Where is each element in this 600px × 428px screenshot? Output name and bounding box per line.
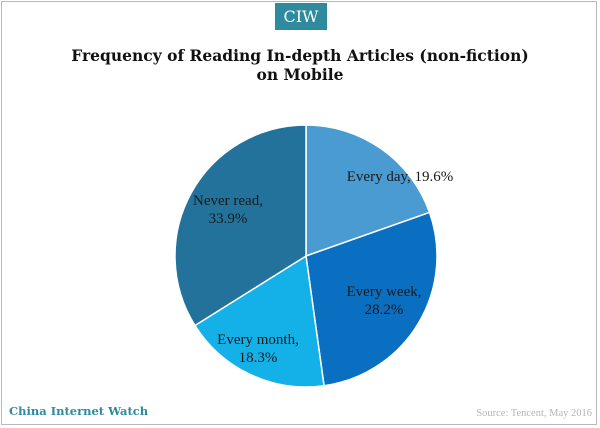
- slice-label-every-month: Every month, 18.3%: [217, 332, 299, 366]
- chart-title: Frequency of Reading In-depth Articles (…: [60, 46, 540, 84]
- slice-label-every-day: Every day, 19.6%: [347, 169, 454, 185]
- slice-label-never-read: Never read, 33.9%: [193, 193, 263, 227]
- pie-slice-every-week: [305, 211, 438, 387]
- slice-label-every-week: Every week, 28.2%: [347, 284, 422, 318]
- pie-slice-every-month: [193, 254, 325, 388]
- chart-title-line-2: on Mobile: [256, 65, 344, 84]
- source-note: Source: Tencent, May 2016: [476, 408, 592, 419]
- footer-brand: China Internet Watch: [9, 404, 149, 418]
- pie-slice-never-read: [174, 124, 307, 327]
- ciw-logo-badge: CIW: [275, 3, 327, 30]
- chart-title-line-1: Frequency of Reading In-depth Articles (…: [71, 46, 529, 65]
